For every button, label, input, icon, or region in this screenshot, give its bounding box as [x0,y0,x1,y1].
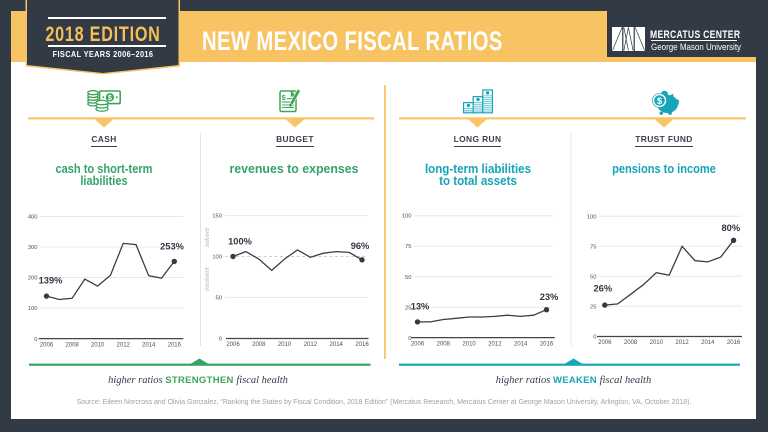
svg-text:2006: 2006 [411,342,425,348]
svg-text:2016: 2016 [727,340,741,346]
svg-text:2016: 2016 [540,342,554,348]
svg-text:2012: 2012 [304,342,318,348]
svg-text:150: 150 [212,214,222,220]
svg-text:2014: 2014 [330,342,344,348]
svg-text:2010: 2010 [91,343,105,349]
svg-text:$: $ [108,93,112,102]
svg-text:2010: 2010 [650,340,664,346]
svg-text:2008: 2008 [624,340,638,346]
svg-text:75: 75 [590,244,596,250]
svg-text:2008: 2008 [252,342,266,348]
svg-text:300: 300 [28,245,38,251]
svg-text:2006: 2006 [598,340,612,346]
svg-text:139%: 139% [39,276,64,286]
svg-text:2008: 2008 [437,342,451,348]
svg-text:80%: 80% [721,223,740,233]
svg-text:253%: 253% [160,242,185,252]
svg-text:0: 0 [593,335,596,341]
svg-text:$: $ [282,93,287,102]
svg-text:100: 100 [587,214,597,220]
svg-text:50: 50 [216,295,222,301]
svg-text:2010: 2010 [462,342,476,348]
svg-text:100: 100 [28,306,38,312]
svg-text:2008: 2008 [65,343,79,349]
svg-text:100: 100 [402,214,412,220]
svg-text:13%: 13% [411,302,430,312]
svg-text:50: 50 [590,274,596,280]
svg-text:2016: 2016 [168,343,182,349]
svg-text:2014: 2014 [142,343,156,349]
svg-text:200: 200 [28,276,38,282]
svg-text:25: 25 [405,305,411,311]
svg-text:0: 0 [34,337,37,343]
svg-text:25: 25 [590,304,596,310]
svg-text:2014: 2014 [514,342,528,348]
svg-text:100%: 100% [228,237,253,247]
svg-text:96%: 96% [351,241,370,251]
svg-text:75: 75 [405,244,411,250]
svg-text:0: 0 [408,336,411,342]
svg-text:2006: 2006 [226,342,240,348]
svg-text:2016: 2016 [355,342,369,348]
svg-text:2006: 2006 [40,343,54,349]
svg-text:100: 100 [212,254,222,260]
svg-text:0: 0 [219,337,222,343]
svg-text:23%: 23% [540,292,559,302]
svg-text:26%: 26% [593,284,612,294]
svg-text:solvent: solvent [205,228,211,247]
svg-text:2012: 2012 [117,343,131,349]
svg-text:50: 50 [405,275,411,281]
svg-text:2012: 2012 [488,342,502,348]
svg-text:$: $ [657,96,663,107]
svg-text:400: 400 [28,215,38,221]
svg-text:2010: 2010 [278,342,292,348]
svg-text:insolvent: insolvent [205,267,211,291]
svg-text:2014: 2014 [701,340,715,346]
svg-text:2012: 2012 [675,340,689,346]
